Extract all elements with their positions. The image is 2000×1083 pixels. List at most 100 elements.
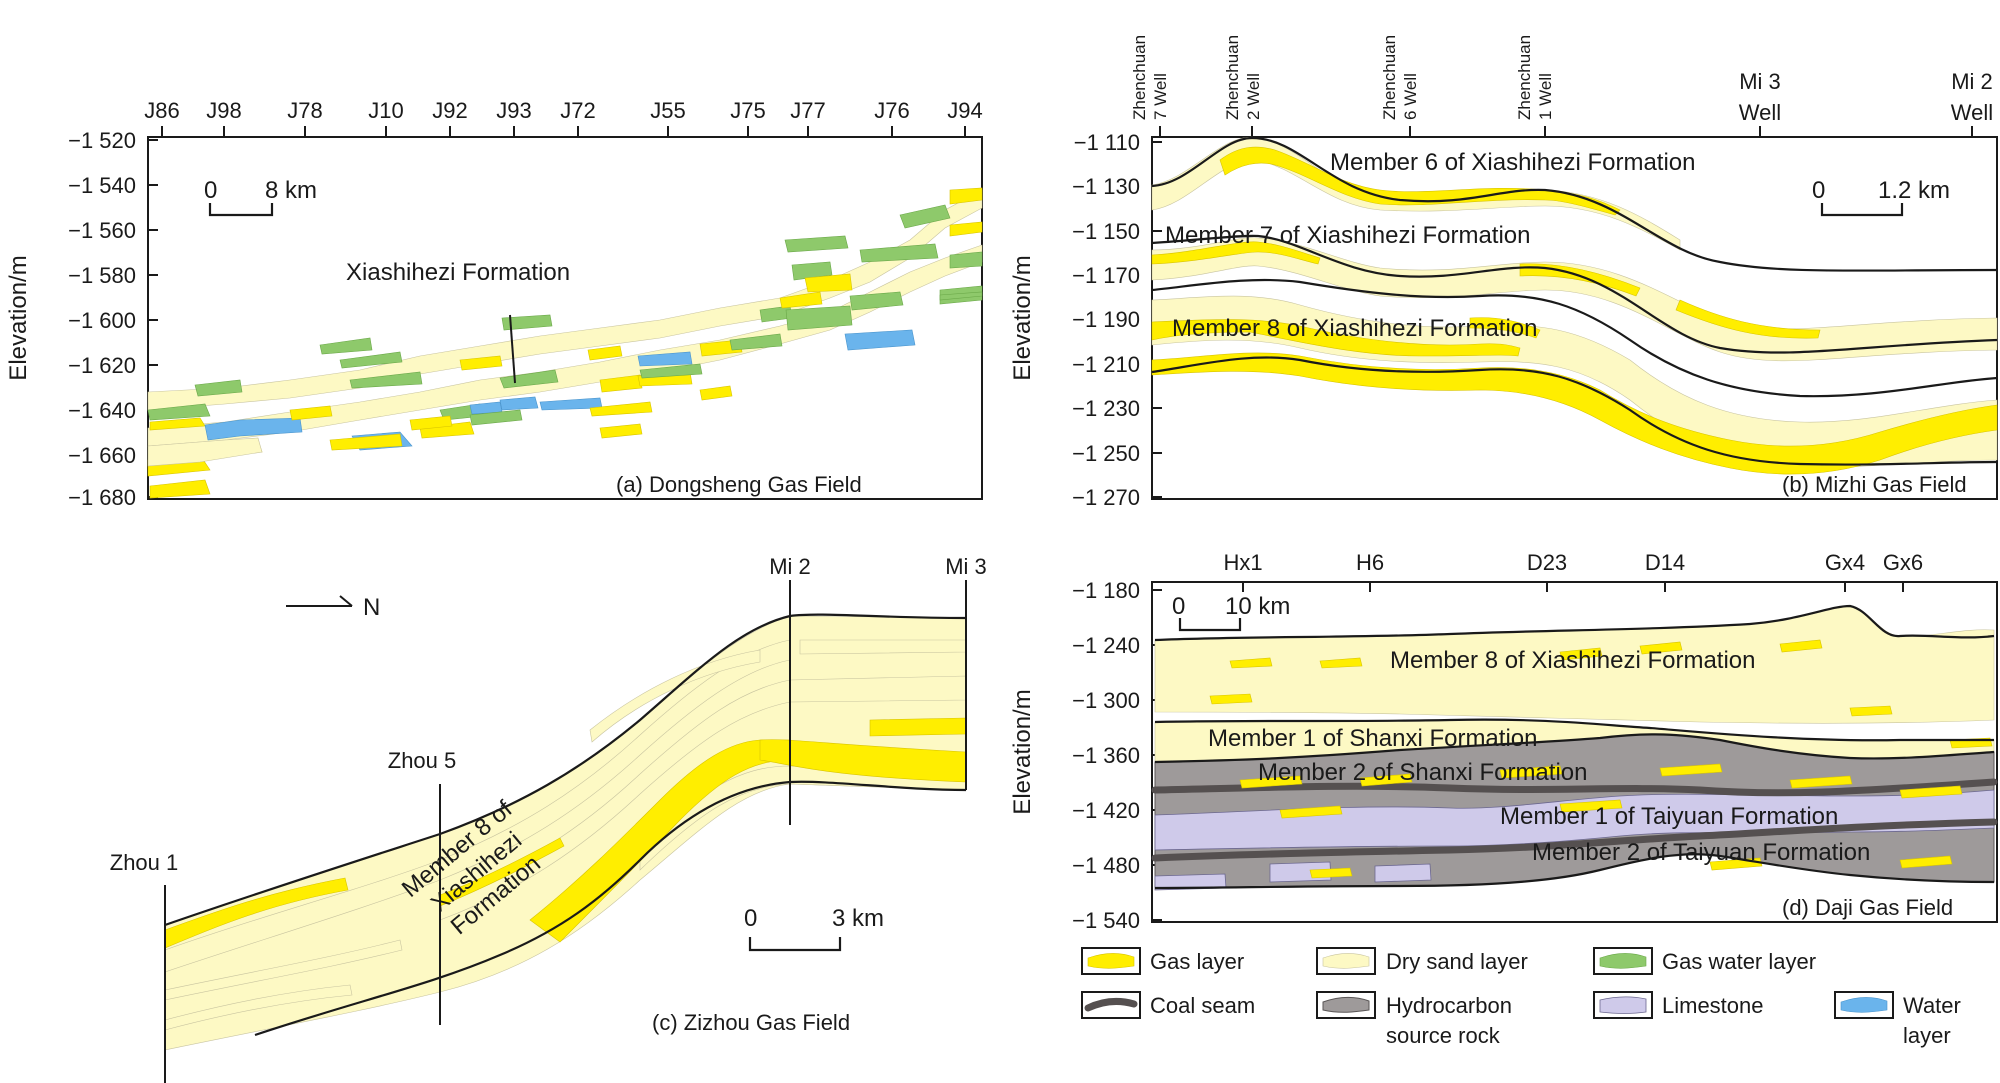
panel-a-ytick: −1 580 <box>68 263 136 288</box>
panel-a-scale-bar: 0 8 km <box>204 177 317 217</box>
panel-a-well: J10 <box>368 98 403 123</box>
panel-d-member8-label: Member 8 of Xiashihezi Formation <box>1390 647 1755 674</box>
panel-a-well: J92 <box>432 98 467 123</box>
panel-d-well: Gx4 <box>1825 550 1865 575</box>
panel-b-ytick: −1 270 <box>1072 485 1140 510</box>
panel-b-ylabel: Elevation/m <box>1009 255 1036 380</box>
panel-d-shanxi2-label: Member 2 of Shanxi Formation <box>1258 759 1587 786</box>
legend-coal: Coal seam <box>1081 991 1255 1019</box>
panel-d-well: Hx1 <box>1223 550 1262 575</box>
legend-limestone: Limestone <box>1593 991 1764 1019</box>
panel-b-strata <box>1151 136 1998 475</box>
panel-c-caption: (c) Zizhou Gas Field <box>652 1010 850 1035</box>
panel-b-scale-end: 1.2 km <box>1878 177 1950 204</box>
panel-b-boundaries <box>1151 136 1998 466</box>
panel-c-well-mi2: Mi 2 <box>769 554 811 579</box>
panel-a-well: J93 <box>496 98 531 123</box>
panel-b-ytick: −1 230 <box>1072 396 1140 421</box>
legend-water-label-1: Water <box>1903 993 1961 1018</box>
panel-a-ytick: −1 600 <box>68 308 136 333</box>
panel-b-member8-label: Member 8 of Xiashihezi Formation <box>1172 315 1537 342</box>
panel-b-ytick: −1 110 <box>1074 130 1140 155</box>
panel-b-well-mi2-line1: Mi 2 <box>1951 69 1993 94</box>
panel-a-formation-leader <box>509 314 516 384</box>
legend-water-label-2: layer <box>1903 1023 1951 1048</box>
panel-c-well-zhou1: Zhou 1 <box>110 850 179 875</box>
panel-a-scale-end: 8 km <box>265 177 317 204</box>
panel-a-scale-start: 0 <box>204 177 217 204</box>
panel-a-well-labels: J86 J98 J78 J10 J92 J93 J72 J55 J75 J77 … <box>144 98 982 123</box>
panel-c-well-mi3: Mi 3 <box>945 554 987 579</box>
panel-b-well-zc2-line1: Zhenchuan <box>1223 35 1242 120</box>
panel-b-yaxis: −1 110 −1 130 −1 150 −1 170 −1 190 −1 21… <box>1072 130 1162 510</box>
panel-b-well-zc7-line1: Zhenchuan <box>1130 35 1149 120</box>
panel-d-shanxi1-label: Member 1 of Shanxi Formation <box>1208 725 1537 752</box>
legend-gas: Gas layer <box>1081 947 1244 975</box>
panel-b-well-mi2-line2: Well <box>1951 100 1993 125</box>
panel-d-ytick: −1 420 <box>1072 798 1140 823</box>
panel-c-wells: Zhou 1 Zhou 5 Mi 2 Mi 3 <box>110 554 987 1083</box>
legend-gas-water: Gas water layer <box>1593 947 1816 975</box>
panel-b-caption: (b) Mizhi Gas Field <box>1782 472 1967 497</box>
panel-d-well: D23 <box>1527 550 1567 575</box>
legend: Gas layer Dry sand layer Gas water layer… <box>1081 947 1961 1048</box>
panel-d-ytick: −1 480 <box>1072 853 1140 878</box>
panel-d-taiyuan1-label: Member 1 of Taiyuan Formation <box>1500 803 1838 830</box>
panel-d-ytick: −1 180 <box>1072 578 1140 603</box>
panel-a-ytick: −1 540 <box>68 173 136 198</box>
panel-b-well-zc1-line2: 1 Well <box>1536 73 1555 120</box>
panel-a-caption: (a) Dongsheng Gas Field <box>616 472 862 497</box>
legend-gas-label: Gas layer <box>1150 949 1244 974</box>
panel-b-ytick: −1 130 <box>1072 174 1140 199</box>
panel-b-ytick: −1 170 <box>1072 263 1140 288</box>
panel-b-well-zc6-line2: 6 Well <box>1401 73 1420 120</box>
panel-b-mizhi: Elevation/m −1 110 −1 130 −1 150 −1 170 … <box>1009 35 1998 510</box>
panel-b-member6-label: Member 6 of Xiashihezi Formation <box>1330 149 1695 176</box>
panel-b-scale-start: 0 <box>1812 177 1825 204</box>
panel-b-well-zc7-line2: 7 Well <box>1151 73 1170 120</box>
panel-c-scale-end: 3 km <box>832 905 884 932</box>
panel-b-scale-bar: 0 1.2 km <box>1812 177 1950 217</box>
legend-limestone-label: Limestone <box>1662 993 1764 1018</box>
panel-b-well-zc2-line2: 2 Well <box>1244 73 1263 120</box>
panel-c-north-arrow: N <box>286 594 380 621</box>
panel-c-zizhou: N Zhou 1 Zhou 5 Mi <box>110 554 987 1083</box>
panel-a-ytick: −1 560 <box>68 218 136 243</box>
panel-b-labels: Member 6 of Xiashihezi Formation Member … <box>1165 149 1695 342</box>
panel-a-well: J86 <box>144 98 179 123</box>
panel-d-yaxis: −1 180 −1 240 −1 300 −1 360 −1 420 −1 48… <box>1072 578 1162 933</box>
panel-a-well: J76 <box>874 98 909 123</box>
panel-a-well: J75 <box>730 98 765 123</box>
panel-a-well: J72 <box>560 98 595 123</box>
panel-d-frame <box>1151 581 1998 923</box>
panel-b-ytick: −1 250 <box>1072 441 1140 466</box>
legend-water: Water layer <box>1834 991 1961 1048</box>
panel-d-ytick: −1 240 <box>1072 633 1140 658</box>
panel-c-north-label: N <box>363 594 380 621</box>
panel-b-well-zc1-line1: Zhenchuan <box>1515 35 1534 120</box>
panel-a-well: J98 <box>206 98 241 123</box>
panel-d-boundaries <box>1154 604 1995 890</box>
panel-c-strata <box>164 615 967 1051</box>
panel-a-well: J77 <box>790 98 825 123</box>
legend-coal-label: Coal seam <box>1150 993 1255 1018</box>
panel-d-labels: Member 8 of Xiashihezi Formation Member … <box>1208 647 1870 866</box>
panel-a-strata <box>147 187 983 499</box>
legend-dry-label: Dry sand layer <box>1386 949 1528 974</box>
legend-source-rock: Hydrocarbon source rock <box>1316 991 1512 1048</box>
panel-a-ytick: −1 660 <box>68 443 136 468</box>
panel-d-scale-start: 0 <box>1172 593 1185 620</box>
panel-a-dongsheng: Elevation/m −1 520 −1 540 −1 560 −1 580 … <box>5 98 983 510</box>
panel-a-well-ticks <box>161 126 966 137</box>
panel-d-well: H6 <box>1356 550 1384 575</box>
panel-a-well: J55 <box>650 98 685 123</box>
panel-d-ytick: −1 540 <box>1072 908 1140 933</box>
legend-source-label-1: Hydrocarbon <box>1386 993 1512 1018</box>
legend-source-label-2: source rock <box>1386 1023 1501 1048</box>
panel-d-caption: (d) Daji Gas Field <box>1782 895 1953 920</box>
panel-d-scale-bar: 0 10 km <box>1172 593 1290 632</box>
panel-b-well-ticks <box>1159 126 1973 137</box>
panel-c-scale-bar: 0 3 km <box>744 905 884 952</box>
panel-d-daji: Elevation/m −1 180 −1 240 −1 300 −1 360 … <box>1009 550 1998 933</box>
